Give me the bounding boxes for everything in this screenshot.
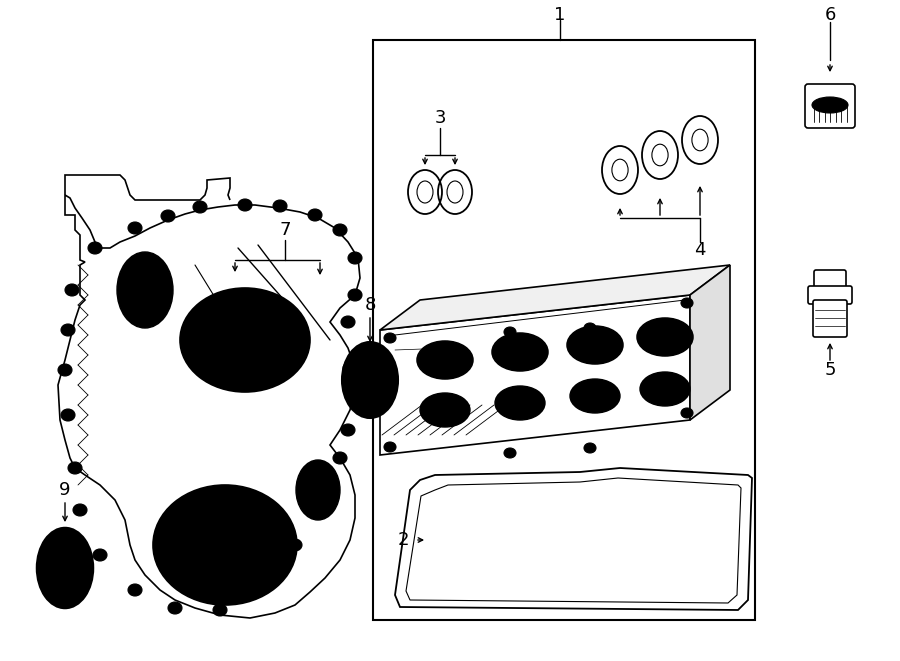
Ellipse shape bbox=[258, 574, 272, 586]
Ellipse shape bbox=[128, 584, 142, 596]
FancyBboxPatch shape bbox=[808, 286, 852, 304]
Ellipse shape bbox=[323, 484, 337, 496]
Ellipse shape bbox=[238, 199, 252, 211]
Ellipse shape bbox=[341, 424, 355, 436]
Ellipse shape bbox=[348, 252, 362, 264]
Ellipse shape bbox=[343, 362, 357, 374]
Ellipse shape bbox=[640, 372, 690, 406]
Ellipse shape bbox=[567, 326, 623, 364]
Text: 2: 2 bbox=[397, 531, 409, 549]
Text: 3: 3 bbox=[434, 109, 446, 127]
Text: 5: 5 bbox=[824, 361, 836, 379]
Ellipse shape bbox=[168, 602, 182, 614]
Ellipse shape bbox=[61, 324, 75, 336]
Ellipse shape bbox=[495, 386, 545, 420]
FancyBboxPatch shape bbox=[805, 84, 855, 128]
Ellipse shape bbox=[117, 252, 173, 328]
Ellipse shape bbox=[492, 333, 548, 371]
Polygon shape bbox=[380, 295, 690, 455]
Polygon shape bbox=[380, 265, 730, 330]
Ellipse shape bbox=[65, 284, 79, 296]
Ellipse shape bbox=[61, 409, 75, 421]
Ellipse shape bbox=[93, 549, 107, 561]
Text: 6: 6 bbox=[824, 6, 836, 24]
Ellipse shape bbox=[308, 209, 322, 221]
Ellipse shape bbox=[153, 485, 297, 605]
Ellipse shape bbox=[213, 604, 227, 616]
Ellipse shape bbox=[180, 288, 310, 392]
Ellipse shape bbox=[384, 442, 396, 452]
Ellipse shape bbox=[417, 341, 473, 379]
Ellipse shape bbox=[341, 316, 355, 328]
FancyBboxPatch shape bbox=[814, 270, 846, 292]
Ellipse shape bbox=[173, 502, 277, 588]
Ellipse shape bbox=[161, 210, 175, 222]
Ellipse shape bbox=[58, 364, 72, 376]
Ellipse shape bbox=[193, 201, 207, 213]
Ellipse shape bbox=[812, 97, 848, 113]
Ellipse shape bbox=[68, 462, 82, 474]
Ellipse shape bbox=[73, 504, 87, 516]
Ellipse shape bbox=[333, 452, 347, 464]
Ellipse shape bbox=[333, 224, 347, 236]
Ellipse shape bbox=[273, 200, 287, 212]
Ellipse shape bbox=[296, 460, 340, 520]
Ellipse shape bbox=[348, 382, 362, 394]
Text: 1: 1 bbox=[554, 6, 566, 24]
Ellipse shape bbox=[200, 304, 290, 376]
Ellipse shape bbox=[420, 393, 470, 427]
Ellipse shape bbox=[504, 448, 516, 458]
Ellipse shape bbox=[681, 298, 693, 308]
Ellipse shape bbox=[348, 289, 362, 301]
Ellipse shape bbox=[504, 327, 516, 337]
Ellipse shape bbox=[584, 443, 596, 453]
Text: 9: 9 bbox=[59, 481, 71, 499]
Text: 7: 7 bbox=[279, 221, 291, 239]
FancyBboxPatch shape bbox=[813, 300, 847, 337]
Ellipse shape bbox=[288, 539, 302, 551]
Polygon shape bbox=[690, 265, 730, 420]
Ellipse shape bbox=[128, 222, 142, 234]
Ellipse shape bbox=[342, 342, 398, 418]
Ellipse shape bbox=[37, 528, 93, 608]
Ellipse shape bbox=[681, 408, 693, 418]
Polygon shape bbox=[395, 468, 752, 610]
Polygon shape bbox=[58, 195, 360, 618]
Text: 4: 4 bbox=[694, 241, 706, 259]
Ellipse shape bbox=[88, 242, 102, 254]
Bar bbox=[373, 40, 755, 620]
Polygon shape bbox=[406, 478, 741, 603]
Ellipse shape bbox=[570, 379, 620, 413]
Ellipse shape bbox=[384, 333, 396, 343]
Ellipse shape bbox=[584, 323, 596, 333]
Text: 8: 8 bbox=[364, 296, 375, 314]
Ellipse shape bbox=[637, 318, 693, 356]
